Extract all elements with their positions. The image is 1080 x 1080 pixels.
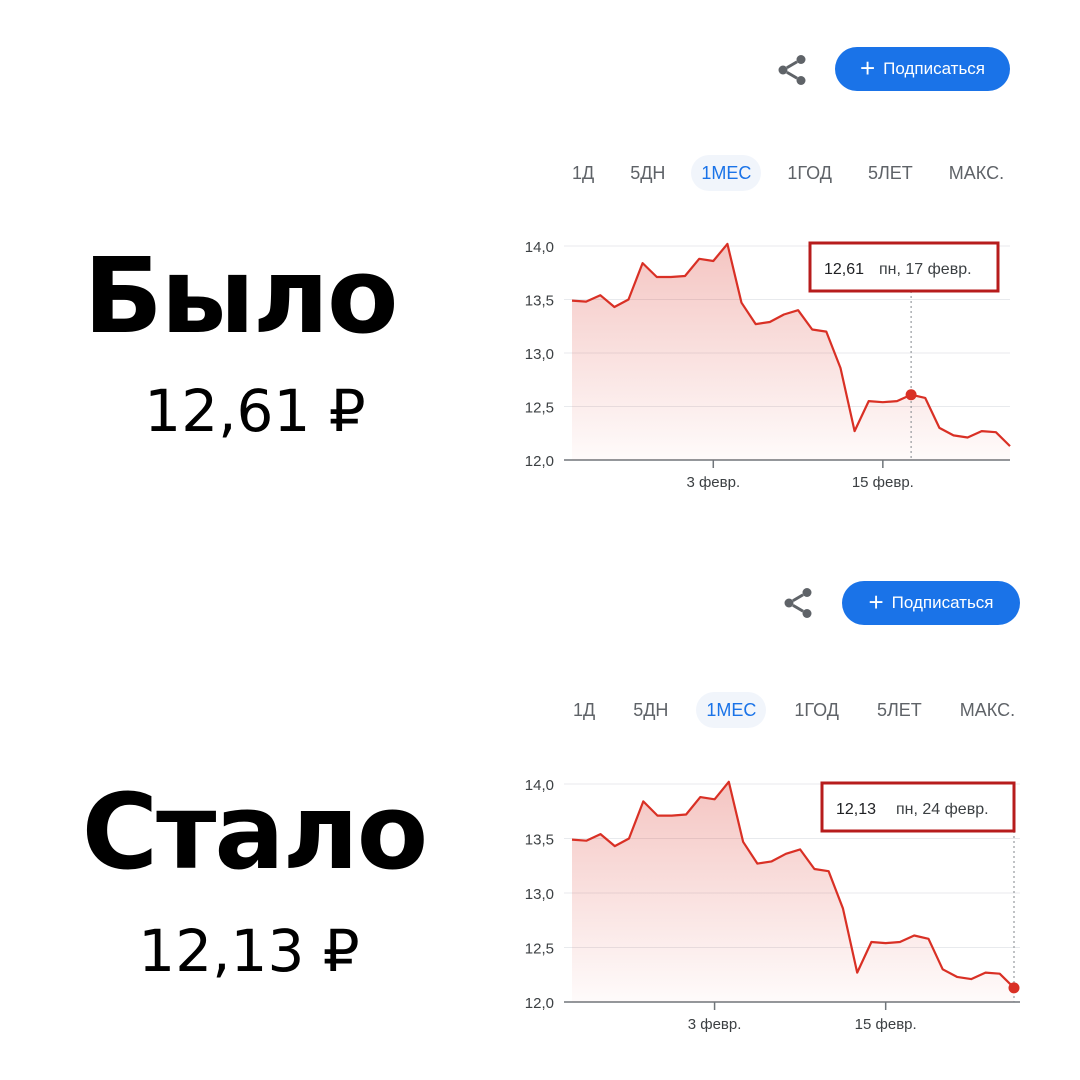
before-heading: Было — [83, 235, 399, 357]
x-tick-label: 3 февр. — [686, 474, 740, 491]
tab-5y[interactable]: 5ЛЕТ — [867, 163, 913, 183]
x-tick-label: 3 февр. — [688, 1016, 742, 1033]
tooltip-value: 12,13 — [836, 801, 876, 818]
subscribe-label: Подписаться — [883, 59, 986, 78]
y-tick-label: 12,0 — [525, 995, 554, 1012]
tab-1m[interactable]: 1МЕС — [691, 155, 762, 191]
subscribe-button[interactable]: + Подписаться — [842, 581, 1020, 625]
y-tick-label: 12,0 — [525, 453, 554, 470]
share-icon[interactable] — [780, 585, 816, 621]
tab-1y[interactable]: 1ГОД — [794, 700, 839, 720]
tooltip-value: 12,61 — [824, 261, 864, 278]
tab-max[interactable]: МАКС. — [948, 163, 1005, 183]
y-tick-label: 12,5 — [525, 941, 554, 958]
x-tick-label: 15 февр. — [852, 474, 914, 491]
tooltip-box — [820, 781, 1016, 833]
tab-5d[interactable]: 5ДН — [630, 163, 666, 183]
tab-5y[interactable]: 5ЛЕТ — [876, 700, 922, 720]
panel-before: Было 12,61 ₽ + Подписаться 1Д 5ДН 1МЕС 1… — [83, 47, 1020, 500]
tooltip-box — [808, 241, 1000, 293]
tab-1d[interactable]: 1Д — [573, 700, 596, 720]
tab-1d[interactable]: 1Д — [572, 163, 595, 183]
price-chart[interactable]: 14,0 13,5 13,0 12,5 12,0 3 февр. 15 февр. 12,13… — [510, 770, 1030, 1040]
before-price: 12,61 ₽ — [144, 377, 366, 445]
area-fill — [572, 781, 1014, 1002]
tab-max[interactable]: МАКС. — [959, 700, 1016, 720]
y-tick-label: 13,0 — [525, 886, 554, 903]
subscribe-button[interactable]: + Подписаться — [835, 47, 1010, 91]
y-tick-label: 14,0 — [525, 777, 554, 794]
price-chart[interactable]: 14,0 13,5 13,0 12,5 12,0 3 февр. 15 февр. 12,61… — [510, 230, 1020, 500]
panel-after: Стало 12,13 ₽ + Подписаться 1Д 5ДН 1МЕС … — [0, 540, 1080, 1080]
series-line — [571, 780, 1015, 989]
plus-icon: + — [868, 587, 884, 617]
y-tick-label: 13,0 — [525, 346, 554, 363]
period-tabs: 1Д 5ДН 1МЕС 1ГОД 5ЛЕТ МАКС. — [563, 692, 1025, 728]
y-tick-label: 14,0 — [525, 239, 554, 256]
highlight-point — [905, 389, 917, 401]
y-tick-label: 13,5 — [525, 832, 554, 849]
subscribe-label: Подписаться — [891, 593, 994, 612]
period-tabs: 1Д 5ДН 1МЕС 1ГОД 5ЛЕТ МАКС. — [562, 155, 1014, 191]
tab-5d[interactable]: 5ДН — [633, 700, 669, 720]
plus-icon: + — [859, 53, 876, 83]
tab-1y[interactable]: 1ГОД — [787, 163, 832, 183]
share-icon[interactable] — [774, 52, 810, 88]
after-heading: Стало — [81, 771, 428, 893]
tab-1m[interactable]: 1МЕС — [696, 692, 767, 728]
tooltip-date: пн, 17 февр. — [879, 261, 972, 278]
y-tick-label: 12,5 — [525, 400, 554, 417]
area-fill — [572, 243, 1010, 460]
highlight-point — [1008, 982, 1020, 994]
y-tick-label: 13,5 — [525, 293, 554, 310]
after-price: 12,13 ₽ — [138, 917, 360, 985]
x-tick-label: 15 февр. — [855, 1016, 917, 1033]
tooltip-date: пн, 24 февр. — [896, 801, 989, 818]
series-line — [571, 242, 1011, 447]
